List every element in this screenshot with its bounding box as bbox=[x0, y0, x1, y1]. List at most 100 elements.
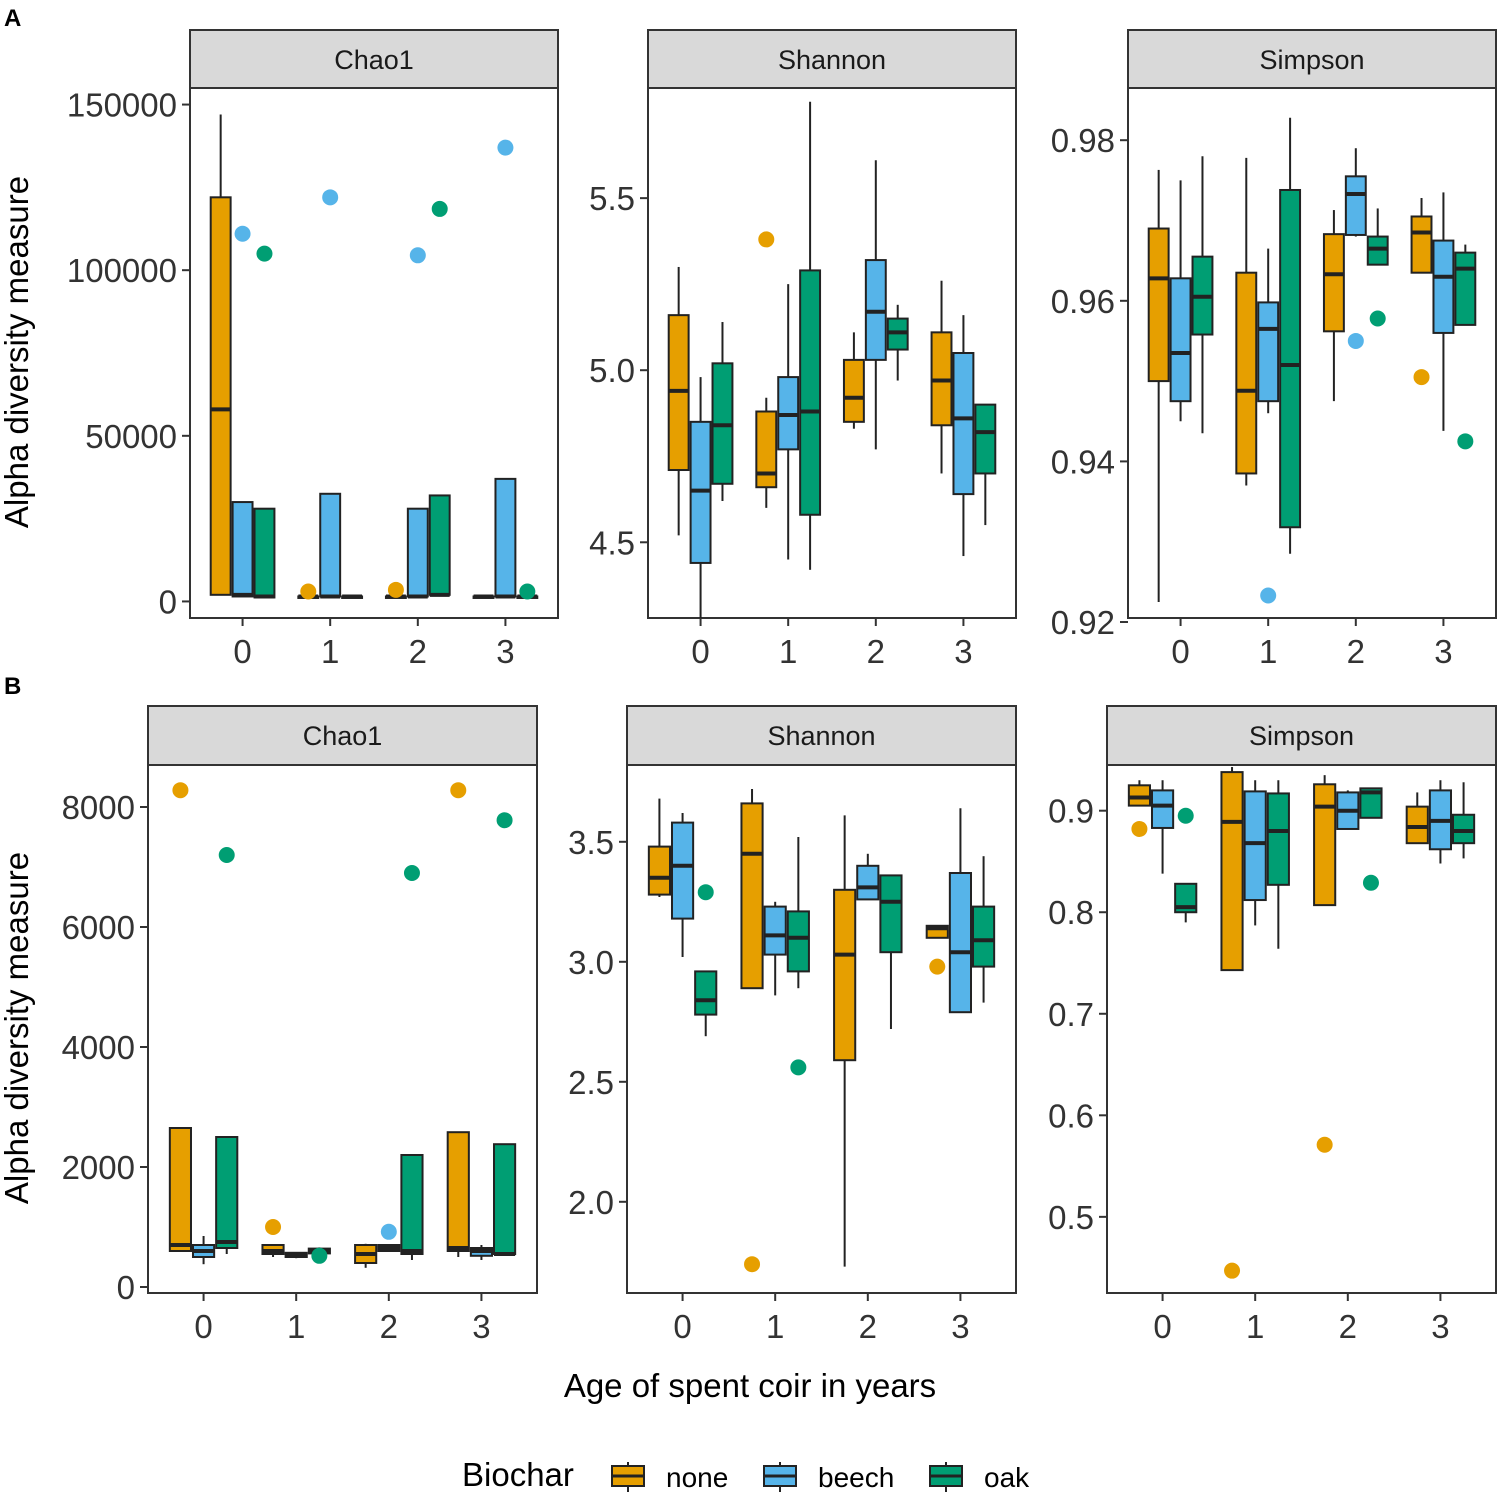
panel-a-shannon-ytick-label: 5.0 bbox=[589, 352, 635, 389]
box-body bbox=[1410, 215, 1433, 274]
panel-a-chao1-outlier-oak bbox=[519, 583, 536, 600]
panel-b-chao1-ytick-label: 4000 bbox=[62, 1029, 135, 1066]
panel-b-simpson-box-oak-2 bbox=[1359, 787, 1383, 819]
panel-a-chao1-xtick-label: 1 bbox=[321, 633, 339, 670]
panel-b-simpson-box-none-1 bbox=[1220, 767, 1244, 972]
panel-a-shannon-box-beech-0 bbox=[689, 377, 712, 618]
panel-a-simpson-ytick-label: 0.98 bbox=[1051, 122, 1115, 159]
panel-a-chao1-outlier-beech bbox=[497, 139, 514, 156]
box-body bbox=[1147, 227, 1170, 383]
panel-a-simpson-box-beech-2 bbox=[1344, 148, 1367, 237]
panel-b-chao1-box-beech-2 bbox=[377, 1244, 401, 1252]
box-body bbox=[948, 872, 973, 1014]
box-body bbox=[974, 403, 997, 475]
panel-b-shannon-box-beech-3 bbox=[948, 808, 973, 1014]
box-body bbox=[319, 492, 342, 598]
box-body bbox=[856, 864, 880, 901]
panel-a-chao1-strip bbox=[189, 29, 559, 89]
panel-a-shannon-box-none-1 bbox=[755, 397, 778, 508]
panel-a-simpson-xtick-label: 3 bbox=[1434, 633, 1452, 670]
panel-b-simpson-xtick-label: 2 bbox=[1339, 1308, 1357, 1345]
panel-b-shannon-ytick-label: 3.5 bbox=[568, 824, 614, 861]
panel-a-chao1-outlier-beech bbox=[409, 247, 426, 264]
panel-b-simpson-box-beech-0 bbox=[1150, 780, 1175, 874]
legend-title: Biochar bbox=[462, 1456, 574, 1493]
box-body bbox=[763, 905, 787, 956]
box-body bbox=[1313, 783, 1337, 907]
panel-a-chao1-box-oak-2 bbox=[428, 494, 451, 597]
panel-b-shannon-outlier-oak bbox=[790, 1059, 807, 1076]
panel-a-chao1-box-oak-0 bbox=[253, 507, 276, 599]
panel-a-shannon-outlier-none bbox=[758, 231, 775, 248]
panel-b-shannon-xtick-label: 3 bbox=[951, 1308, 969, 1345]
box-body bbox=[755, 410, 778, 489]
box-body bbox=[1150, 789, 1175, 829]
box-body bbox=[1127, 784, 1151, 807]
panel-a-simpson-ytick-label: 0.96 bbox=[1051, 283, 1115, 320]
panel-a-chao1-ytick-label: 50000 bbox=[85, 418, 177, 455]
box-body bbox=[168, 1127, 192, 1252]
panel-b-shannon-box-none-3 bbox=[925, 924, 949, 939]
panel-a-simpson-xtick-label: 0 bbox=[1171, 633, 1189, 670]
box-body bbox=[1174, 882, 1198, 914]
panel-a-simpson: Simpson 0.92 0.94 0.96 0.98 0 1 2 3 bbox=[1051, 29, 1497, 670]
panel-a-chao1-xtick-label: 3 bbox=[496, 633, 514, 670]
panel-b-chao1-box-oak-2 bbox=[400, 1154, 424, 1260]
panel-b-simpson-plot-area bbox=[1106, 764, 1497, 1294]
panel-b-chao1-box-none-2 bbox=[354, 1243, 378, 1268]
box-body bbox=[1169, 277, 1192, 403]
panel-a-shannon-xtick-label: 1 bbox=[779, 633, 797, 670]
legend: Biochar none beech oak bbox=[462, 1456, 1030, 1493]
box-body bbox=[670, 821, 695, 920]
panel-b-simpson-xtick-label: 3 bbox=[1431, 1308, 1449, 1345]
box-body bbox=[842, 358, 865, 423]
panel-b-shannon-box-beech-0 bbox=[670, 813, 695, 957]
panel-b-simpson-ytick-label: 0.5 bbox=[1048, 1199, 1094, 1236]
panel-a-chao1-outlier-oak bbox=[431, 200, 448, 217]
panel-b-shannon-box-beech-1 bbox=[763, 901, 787, 996]
panel-a-simpson-box-oak-1 bbox=[1279, 117, 1302, 554]
panel-b-chao1-xtick-label: 1 bbox=[287, 1308, 305, 1345]
box-body bbox=[952, 352, 975, 496]
box-body bbox=[428, 494, 451, 596]
panel-a-simpson-outlier-oak bbox=[1457, 433, 1474, 450]
panel-a-simpson-ytick-label: 0.94 bbox=[1051, 443, 1115, 480]
panel-b-chao1-ytick-label: 2000 bbox=[62, 1149, 135, 1186]
panel-b-chao1-ytick-label: 8000 bbox=[62, 789, 135, 826]
box-body bbox=[1344, 175, 1367, 236]
legend-key-none: none bbox=[611, 1462, 728, 1493]
panel-b-chao1-xtick-label: 0 bbox=[194, 1308, 212, 1345]
box-body bbox=[833, 888, 857, 1062]
panel-a-simpson-outlier-oak bbox=[1369, 310, 1386, 327]
panel-label-a: A bbox=[4, 5, 21, 32]
panel-b-simpson-box-beech-3 bbox=[1428, 780, 1453, 864]
legend-label-none: none bbox=[666, 1462, 728, 1493]
panel-a-simpson-box-none-3 bbox=[1410, 198, 1433, 274]
box-body bbox=[694, 970, 718, 1016]
panel-b-simpson-xtick-label: 1 bbox=[1246, 1308, 1264, 1345]
panel-a-simpson-box-oak-2 bbox=[1366, 208, 1389, 266]
panel-a-chao1: Chao1 0 50000 100000 150000 0 1 2 3 bbox=[67, 29, 559, 670]
box-body bbox=[231, 501, 254, 598]
box-body bbox=[1359, 787, 1383, 819]
panel-b-chao1-box-beech-0 bbox=[191, 1236, 216, 1265]
panel-b-simpson-outlier-oak bbox=[1177, 807, 1194, 824]
panel-b-shannon-xtick-label: 0 bbox=[673, 1308, 691, 1345]
panel-b-chao1-xtick-label: 3 bbox=[472, 1308, 490, 1345]
box-body bbox=[799, 269, 822, 516]
panel-b-shannon-ytick-label: 2.0 bbox=[568, 1184, 614, 1221]
box-body bbox=[879, 874, 903, 954]
box-body bbox=[400, 1154, 424, 1255]
panel-b-chao1-strip-title: Chao1 bbox=[303, 721, 383, 751]
panel-b-simpson-ytick-label: 0.7 bbox=[1048, 996, 1094, 1033]
panel-b-simpson-box-beech-2 bbox=[1336, 790, 1360, 830]
panel-a-simpson-box-beech-0 bbox=[1169, 180, 1192, 422]
panel-b-shannon: Shannon 2.0 2.5 3.0 3.5 0 1 2 3 bbox=[568, 705, 1017, 1345]
box-body bbox=[1266, 792, 1290, 886]
box-body bbox=[1366, 235, 1389, 266]
panel-b-chao1-ytick-label: 6000 bbox=[62, 909, 135, 946]
box-body bbox=[1405, 805, 1429, 845]
panel-b-simpson-box-none-0 bbox=[1127, 780, 1151, 807]
panel-a-chao1-box-beech-2 bbox=[406, 507, 429, 599]
